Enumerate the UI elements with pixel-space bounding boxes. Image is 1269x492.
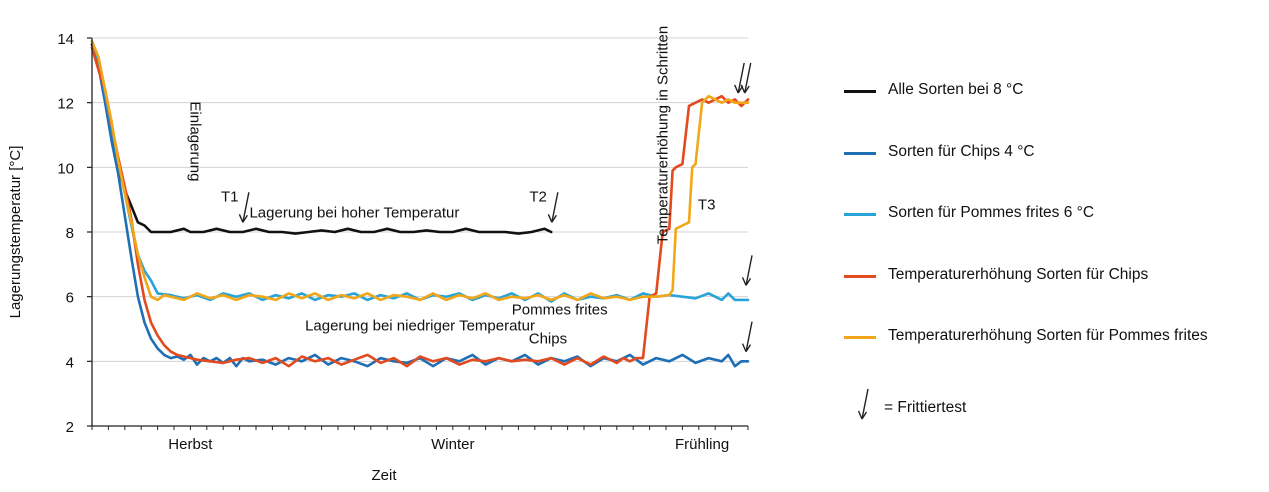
- y-tick-label: 10: [57, 160, 74, 177]
- arrow-shaft: [737, 62, 745, 94]
- x-tick-label: Winter: [431, 436, 474, 453]
- annotation-text: T3: [698, 196, 716, 213]
- series-line: [90, 43, 553, 235]
- x-tick-label: Frühling: [675, 436, 729, 453]
- annotation-text: Temperaturerhöhung in Schritten: [654, 26, 671, 244]
- annotation-text: Pommes frites: [512, 301, 608, 318]
- legend-label: Alle Sorten bei 8 °C: [888, 81, 1024, 98]
- legend-swatch: [844, 151, 876, 155]
- arrow-head: [745, 344, 752, 353]
- legend-label: Sorten für Pommes frites 6 °C: [888, 204, 1095, 221]
- arrow-head: [741, 343, 747, 352]
- legend-swatch: [844, 336, 876, 339]
- series-line: [90, 39, 750, 302]
- frittiertest-arrow: [741, 321, 753, 353]
- y-tick-label: 8: [66, 225, 74, 242]
- arrow-head: [734, 84, 739, 94]
- grid-lines: [92, 37, 748, 362]
- series-group: [90, 39, 750, 368]
- arrow-head: [551, 214, 557, 223]
- series-line: [90, 46, 750, 368]
- frittiertest-arrow: [238, 192, 250, 223]
- arrow-head: [740, 84, 746, 94]
- annotation-text: T1: [221, 188, 239, 205]
- arrow-shaft: [745, 255, 753, 286]
- legend-swatch: [844, 274, 876, 278]
- y-tick-label: 6: [66, 290, 74, 307]
- arrow-head: [745, 277, 752, 286]
- legend-item: Temperaturerhöhung Sorten für Chips: [840, 255, 1265, 317]
- arrow-head: [744, 85, 750, 94]
- annotation-text: Chips: [529, 331, 567, 348]
- frittiertest-arrow: [740, 62, 752, 94]
- legend-swatch: [844, 90, 876, 93]
- x-tick-label: Herbst: [168, 436, 213, 453]
- legend-label: Sorten für Chips 4 °C: [888, 142, 1035, 160]
- axes: 2 4 6 8 10 12 14 Herbst Winter Frühling Lagerungst…: [7, 31, 749, 484]
- legend-item: Sorten für Chips 4 °C: [840, 132, 1265, 194]
- legend-label: Temperaturerhöhung Sorten für Pommes fri…: [888, 327, 1208, 344]
- y-tick-label: 2: [66, 419, 74, 436]
- frittiertest-arrow: [547, 192, 559, 223]
- arrow-head: [547, 214, 553, 223]
- arrow-head: [741, 277, 747, 286]
- legend-label: Temperaturerhöhung Sorten für Chips: [888, 265, 1149, 283]
- arrow-head: [238, 214, 244, 223]
- y-axis-label: Lagerungstemperatur [°C]: [7, 146, 24, 319]
- legend-item: Sorten für Pommes frites 6 °C: [840, 193, 1265, 255]
- frittiertest-label: = Frittiertest: [884, 399, 967, 416]
- x-axis-label: Zeit: [371, 467, 397, 484]
- annotations: Einlagerung T1 Lagerung bei hoher Temperat…: [186, 26, 753, 353]
- y-tick-label: 12: [57, 96, 74, 113]
- y-tick-label: 14: [57, 31, 74, 48]
- annotation-text: Einlagerung: [186, 101, 203, 181]
- annotation-text: Lagerung bei hoher Temperatur: [249, 204, 459, 221]
- arrow-shaft: [744, 62, 752, 94]
- frittiertest-arrow: [741, 255, 753, 286]
- arrow-shaft: [242, 192, 250, 223]
- arrow-shaft: [745, 321, 753, 352]
- arrow-shaft: [551, 192, 559, 223]
- legend-item: Alle Sorten bei 8 °C: [840, 70, 1265, 132]
- legend: Alle Sorten bei 8 °C Sorten für Chips 4 …: [840, 70, 1265, 378]
- legend-swatch: [844, 213, 876, 216]
- y-tick-label: 4: [66, 354, 74, 371]
- frittiertest-arrow-icon: [857, 388, 869, 420]
- annotation-text: T2: [529, 188, 547, 205]
- arrow-head: [242, 214, 248, 223]
- annotation-text: Lagerung bei niedriger Temperatur: [305, 318, 535, 335]
- legend-item: Temperaturerhöhung Sorten für Pommes fri…: [840, 316, 1265, 378]
